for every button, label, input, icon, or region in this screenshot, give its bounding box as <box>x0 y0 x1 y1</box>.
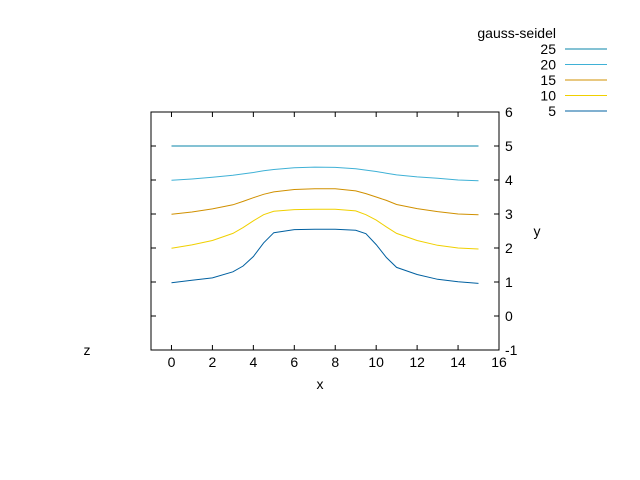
y-axis-label: y <box>534 223 541 239</box>
series-line-5 <box>171 228 479 284</box>
x-tick-label: 10 <box>368 354 384 370</box>
x-tick-label: 14 <box>450 354 466 370</box>
x-axis-label: x <box>317 376 324 392</box>
x-tick-label: 16 <box>491 354 507 370</box>
z-axis-label: z <box>84 342 91 358</box>
y-tick-label: 3 <box>505 206 513 222</box>
x-axis: 0 2 4 6 8 10 12 14 16 <box>168 112 507 370</box>
x-tick-label: 0 <box>168 354 176 370</box>
x-tick-label: 4 <box>249 354 257 370</box>
series-line-15 <box>171 188 479 216</box>
x-tick-label: 12 <box>409 354 425 370</box>
series-line-20 <box>171 166 479 182</box>
x-tick-label: 6 <box>290 354 298 370</box>
legend-title: gauss-seidel <box>477 25 556 41</box>
y-tick-label: 0 <box>505 308 513 324</box>
y-axis: -1 0 1 2 3 4 5 6 <box>151 104 518 358</box>
legend-label-10: 10 <box>540 88 556 104</box>
legend-label-15: 15 <box>540 72 556 88</box>
y-tick-label: 6 <box>505 104 513 120</box>
y-tick-label: 4 <box>505 172 513 188</box>
series-line-10 <box>171 208 479 250</box>
y-tick-label: 2 <box>505 240 513 256</box>
plot-border <box>150 111 500 351</box>
y-tick-label: 5 <box>505 138 513 154</box>
legend-label-5: 5 <box>548 103 556 119</box>
legend-label-25: 25 <box>540 41 556 57</box>
x-tick-label: 2 <box>209 354 217 370</box>
y-tick-label: 1 <box>505 274 513 290</box>
series-lines <box>171 145 479 284</box>
y-tick-label: -1 <box>505 342 518 358</box>
legend-label-20: 20 <box>540 57 556 73</box>
x-tick-label: 8 <box>331 354 339 370</box>
